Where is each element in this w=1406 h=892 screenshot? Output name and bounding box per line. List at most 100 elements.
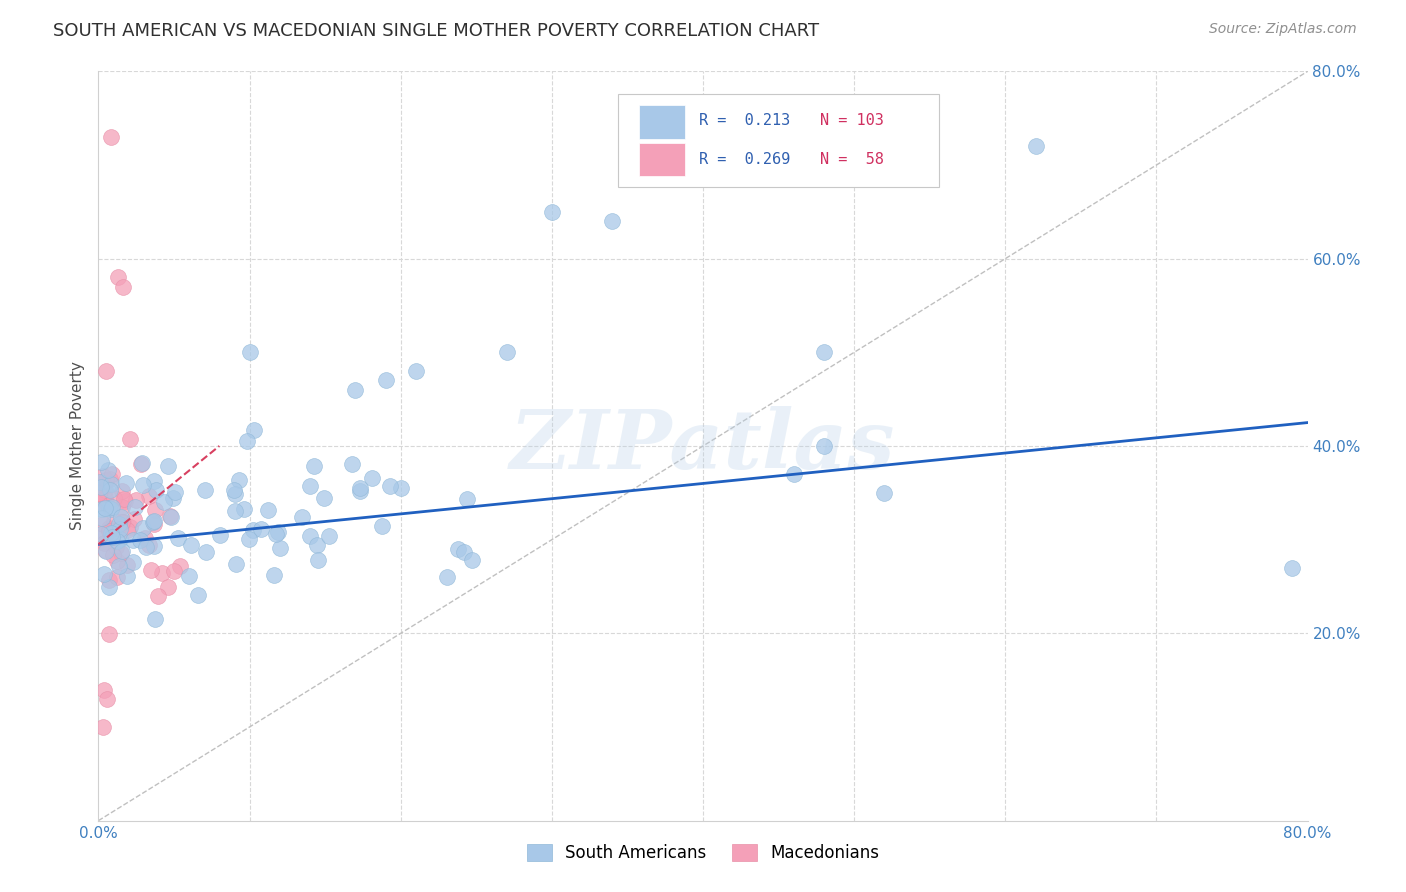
Point	[103, 514, 125, 528]
Point	[180, 538, 202, 552]
Point	[111, 484, 134, 499]
Point	[125, 492, 148, 507]
Point	[495, 345, 517, 359]
Point	[143, 503, 166, 517]
Point	[159, 508, 181, 523]
Point	[112, 492, 135, 507]
Point	[238, 532, 260, 546]
Point	[267, 525, 290, 540]
Point	[97, 627, 120, 641]
Y-axis label: Single Mother Poverty: Single Mother Poverty	[70, 361, 86, 531]
Point	[98, 483, 121, 497]
Point	[232, 501, 254, 516]
Point	[134, 531, 156, 545]
Point	[105, 570, 128, 584]
Point	[143, 517, 166, 532]
Point	[128, 533, 150, 547]
Point	[93, 469, 115, 483]
Point	[105, 533, 128, 548]
Point	[813, 439, 835, 453]
Point	[101, 549, 124, 563]
Point	[187, 588, 209, 602]
Point	[115, 476, 138, 491]
Point	[342, 457, 364, 471]
Point	[100, 477, 122, 491]
Point	[378, 479, 401, 493]
Point	[318, 529, 340, 543]
Text: Source: ZipAtlas.com: Source: ZipAtlas.com	[1209, 22, 1357, 37]
Point	[159, 510, 181, 524]
Point	[436, 570, 458, 584]
Point	[107, 553, 129, 567]
Point	[108, 558, 131, 573]
Point	[91, 516, 114, 531]
Point	[239, 345, 262, 359]
Point	[228, 473, 250, 487]
Point	[101, 525, 124, 540]
Point	[132, 477, 155, 491]
Point	[305, 538, 328, 552]
Point	[873, 486, 896, 500]
Point	[371, 518, 394, 533]
Point	[100, 530, 122, 544]
Point	[97, 580, 120, 594]
Point	[124, 512, 146, 526]
Point	[107, 522, 129, 536]
Text: ZIPatlas: ZIPatlas	[510, 406, 896, 486]
Point	[101, 500, 124, 515]
Point	[264, 527, 287, 541]
Point	[291, 510, 314, 524]
Point	[110, 522, 132, 536]
Point	[138, 489, 160, 503]
Point	[146, 589, 169, 603]
Point	[224, 483, 246, 498]
Point	[269, 541, 291, 555]
Point	[114, 494, 136, 508]
Point	[124, 500, 146, 515]
Bar	[638, 143, 685, 177]
Text: R =  0.269: R = 0.269	[699, 152, 790, 167]
Point	[89, 475, 111, 490]
Point	[1281, 561, 1303, 575]
Point	[194, 483, 217, 497]
Text: N =  58: N = 58	[820, 152, 884, 167]
Point	[344, 383, 367, 397]
Point	[122, 533, 145, 548]
Point	[117, 523, 139, 537]
Point	[602, 214, 624, 228]
Point	[299, 479, 322, 493]
Point	[90, 455, 112, 469]
Point	[110, 546, 132, 560]
Point	[138, 538, 160, 552]
Point	[157, 580, 180, 594]
Point	[96, 692, 118, 706]
Point	[453, 545, 475, 559]
Point	[90, 483, 112, 498]
Point	[1024, 139, 1046, 153]
Point	[540, 205, 562, 219]
Point	[224, 486, 246, 500]
Point	[105, 541, 128, 555]
Point	[98, 471, 121, 485]
Point	[157, 458, 180, 473]
Point	[93, 682, 115, 697]
Point	[447, 541, 470, 556]
Point	[349, 484, 371, 499]
Point	[94, 491, 117, 505]
Point	[91, 495, 114, 509]
Text: R =  0.213: R = 0.213	[699, 112, 790, 128]
Point	[307, 553, 329, 567]
Point	[97, 521, 120, 535]
Point	[456, 491, 478, 506]
Point	[405, 364, 427, 378]
Point	[110, 532, 132, 546]
Point	[93, 542, 115, 557]
FancyBboxPatch shape	[619, 94, 939, 187]
Point	[98, 573, 121, 587]
Point	[96, 463, 118, 477]
Point	[135, 540, 157, 554]
Point	[108, 516, 131, 531]
Point	[349, 482, 371, 496]
Point	[89, 486, 111, 500]
Point	[91, 501, 114, 516]
